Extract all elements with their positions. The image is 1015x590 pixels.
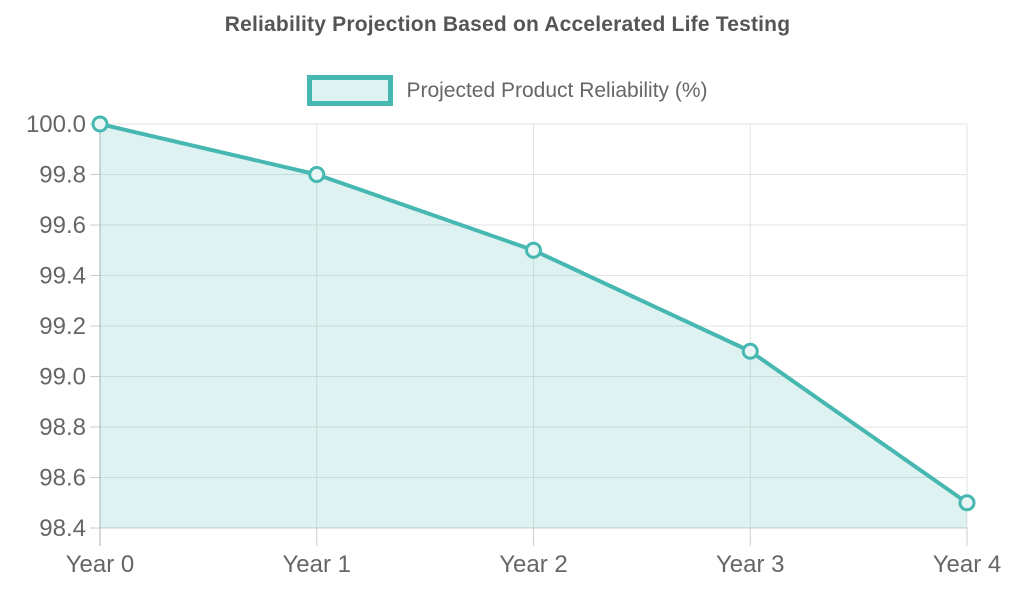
series-area-fill (100, 124, 967, 528)
y-tick-label: 98.6 (39, 465, 86, 492)
data-point-year-0[interactable] (91, 115, 109, 133)
y-tick-label: 98.4 (39, 515, 86, 542)
y-tick-label: 99.4 (39, 263, 86, 290)
x-tick-label: Year 1 (282, 551, 351, 578)
data-point-year-4[interactable] (958, 494, 976, 512)
y-tick-label: 98.8 (39, 414, 86, 441)
y-tick-label: 99.2 (39, 313, 86, 340)
data-point-year-1[interactable] (308, 166, 326, 183)
chart-title: Reliability Projection Based on Accelera… (224, 13, 791, 36)
data-point-year-3[interactable] (741, 342, 759, 360)
y-tick-label: 100.0 (26, 111, 86, 138)
x-tick-label: Year 2 (499, 551, 568, 578)
y-tick-label: 99.6 (39, 212, 86, 239)
legend-swatch (307, 75, 394, 106)
data-point-year-2[interactable] (525, 241, 542, 259)
x-tick-label: Year 0 (66, 551, 135, 578)
x-tick-label: Year 4 (933, 551, 1002, 578)
legend[interactable]: Projected Product Reliability (%) (0, 75, 1015, 106)
y-tick-label: 99.0 (39, 364, 86, 391)
x-tick-label: Year 3 (716, 551, 785, 578)
legend-label: Projected Product Reliability (%) (406, 78, 708, 102)
y-tick-label: 99.8 (39, 162, 86, 189)
